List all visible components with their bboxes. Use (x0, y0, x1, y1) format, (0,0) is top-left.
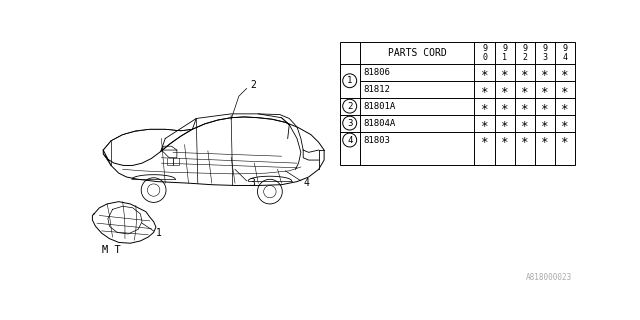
Text: ∗: ∗ (481, 83, 488, 96)
Text: 2: 2 (347, 102, 353, 111)
Text: ∗: ∗ (521, 133, 529, 147)
Text: 81812: 81812 (364, 85, 390, 94)
Text: ∗: ∗ (541, 133, 548, 147)
Text: 1: 1 (347, 76, 353, 85)
Text: 3: 3 (249, 178, 255, 188)
Text: 3: 3 (347, 119, 353, 128)
Text: ∗: ∗ (521, 66, 529, 79)
Text: ∗: ∗ (561, 133, 569, 147)
Text: ∗: ∗ (521, 83, 529, 96)
Text: ∗: ∗ (541, 83, 548, 96)
Text: 9
3: 9 3 (543, 44, 547, 62)
Text: ∗: ∗ (501, 133, 508, 147)
Text: ∗: ∗ (481, 116, 488, 130)
Text: 81804A: 81804A (364, 119, 396, 128)
Text: ∗: ∗ (521, 116, 529, 130)
Text: 9
4: 9 4 (563, 44, 568, 62)
Text: ∗: ∗ (541, 66, 548, 79)
Text: ∗: ∗ (501, 100, 508, 113)
Text: 9
2: 9 2 (522, 44, 527, 62)
Text: PARTS CORD: PARTS CORD (388, 48, 447, 58)
Text: 4: 4 (347, 136, 353, 145)
Text: ∗: ∗ (541, 100, 548, 113)
Text: ∗: ∗ (541, 116, 548, 130)
Text: 2: 2 (250, 80, 257, 90)
Text: M T: M T (102, 245, 120, 255)
Text: 81801A: 81801A (364, 102, 396, 111)
Text: 1: 1 (156, 228, 162, 238)
Text: 9
1: 9 1 (502, 44, 507, 62)
Text: ∗: ∗ (561, 116, 569, 130)
Text: ∗: ∗ (481, 133, 488, 147)
Text: ∗: ∗ (521, 100, 529, 113)
Text: 81803: 81803 (364, 136, 390, 145)
Text: 9
0: 9 0 (482, 44, 487, 62)
Text: ∗: ∗ (501, 83, 508, 96)
Text: ∗: ∗ (561, 100, 569, 113)
Text: ∗: ∗ (501, 66, 508, 79)
Text: 4: 4 (303, 178, 309, 188)
Text: ∗: ∗ (561, 66, 569, 79)
Text: 81806: 81806 (364, 68, 390, 77)
Text: ∗: ∗ (481, 66, 488, 79)
Text: ∗: ∗ (481, 100, 488, 113)
Text: ∗: ∗ (501, 116, 508, 130)
Text: ∗: ∗ (561, 83, 569, 96)
Text: A818000023: A818000023 (526, 274, 572, 283)
Bar (340, 42, 575, 165)
